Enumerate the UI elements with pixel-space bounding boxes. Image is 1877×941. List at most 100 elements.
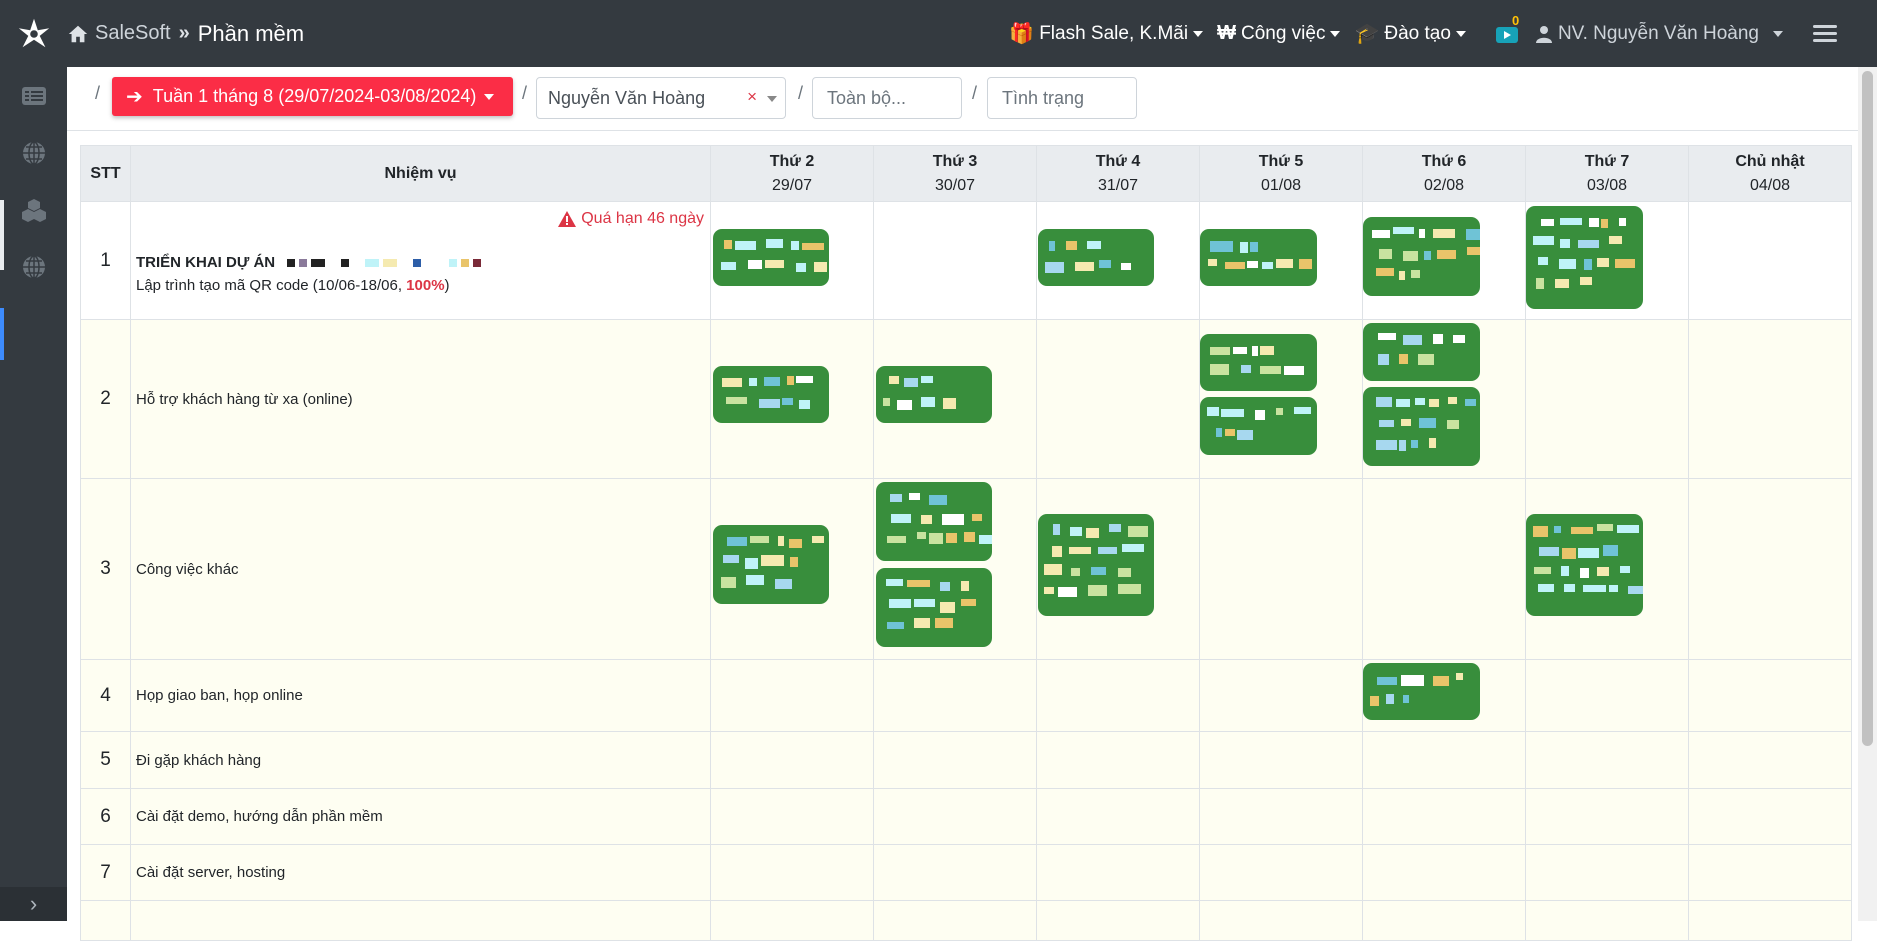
day-cell[interactable] [1199,478,1363,660]
day-cell[interactable] [1362,844,1526,901]
week-selector-button[interactable]: ➔ Tuần 1 tháng 8 (29/07/2024-03/08/2024) [112,77,513,116]
day-cell[interactable] [873,659,1037,732]
task-cell[interactable]: Hỗ trợ khách hàng từ xa (online) [130,319,711,479]
day-cell[interactable] [1362,478,1526,660]
redacted-pixel [1378,354,1390,366]
row-stt: 1 [80,201,131,320]
day-cell[interactable] [1199,788,1363,845]
task-card[interactable] [713,229,829,286]
user-menu[interactable]: NV. Nguyễn Văn Hoàng [1535,23,1783,45]
brand-name[interactable]: SaleSoft [95,22,171,44]
redacted-pixel [1410,440,1418,449]
task-card[interactable] [1526,514,1643,616]
day-cell[interactable] [710,844,874,901]
day-cell[interactable] [710,659,874,732]
task-card[interactable] [876,568,992,647]
task-cell[interactable]: Họp giao ban, họp online [130,659,711,732]
column-header-day: Thứ 5 01/08 [1199,145,1363,202]
week-selector-label: Tuần 1 tháng 8 (29/07/2024-03/08/2024) [152,86,477,106]
sidebar-collapse-button[interactable]: › [0,887,67,921]
day-cell[interactable] [1036,731,1200,789]
day-cell[interactable] [1688,201,1852,320]
day-cell[interactable] [1688,731,1852,789]
day-cell[interactable] [1036,319,1200,479]
menu-cong-viec[interactable]: ₩ Công việc [1217,22,1341,45]
day-cell[interactable] [1688,478,1852,660]
task-card[interactable] [1038,514,1154,616]
status-input[interactable] [987,77,1137,119]
home-icon[interactable] [67,23,89,45]
day-cell[interactable] [1525,731,1689,789]
task-card[interactable] [1200,397,1317,455]
day-cell[interactable] [873,201,1037,320]
redacted-pixel [1376,676,1397,685]
day-cell[interactable] [1688,844,1852,901]
day-cell[interactable] [1199,844,1363,901]
chevron-down-icon [484,93,495,100]
menu-dao-tao[interactable]: 🎓 Đào tạo [1354,21,1466,46]
redacted-pixel [723,239,732,249]
day-cell[interactable] [873,788,1037,845]
task-cell[interactable]: Đi gặp khách hàng [130,731,711,789]
day-cell[interactable] [873,844,1037,901]
day-cell[interactable] [1525,788,1689,845]
redacted-pixel [1533,526,1549,538]
scrollbar-thumb[interactable] [1862,71,1873,746]
task-card[interactable] [876,482,992,561]
clear-icon[interactable]: × [747,87,757,106]
day-cell[interactable] [1362,788,1526,845]
sidebar-item-globe[interactable] [0,124,67,181]
redacted-pixel [1098,546,1118,554]
redacted-pixel [1252,345,1259,356]
redacted-pixel [1066,240,1078,250]
day-cell[interactable] [1036,788,1200,845]
redacted-pixel [1090,567,1106,576]
day-cell[interactable] [710,731,874,789]
day-cell[interactable] [1036,659,1200,732]
day-cell[interactable] [873,731,1037,789]
task-cell[interactable]: Quá hạn 46 ngày TRIỂN KHAI DỰ ÁN Lập trì… [130,201,711,320]
notification-button[interactable]: 0 [1495,13,1522,45]
sidebar-item-globe-2[interactable] [0,238,67,295]
task-card[interactable] [1200,229,1317,286]
app-logo-icon[interactable] [0,0,67,67]
task-card[interactable] [713,366,829,423]
menu-flash-sale[interactable]: 🎁 Flash Sale, K.Mãi [1009,21,1204,46]
redacted-pixel [920,514,932,524]
day-cell[interactable] [1525,319,1689,479]
table-row: 4 Họp giao ban, họp online [80,659,1852,732]
day-cell[interactable] [1688,319,1852,479]
sidebar-item-list[interactable] [0,67,67,124]
task-card[interactable] [1363,663,1480,720]
scope-input[interactable] [812,77,962,119]
task-card[interactable] [1363,323,1480,381]
day-cell[interactable] [1199,731,1363,789]
top-navbar: SaleSoft » Phần mềm 🎁 Flash Sale, K.Mãi … [0,0,1877,67]
redacted-pixel [887,621,905,629]
day-cell[interactable] [1688,659,1852,732]
day-cell[interactable] [1525,844,1689,901]
task-card[interactable] [713,525,829,604]
employee-select[interactable]: Nguyễn Văn Hoàng × [536,77,786,119]
day-cell[interactable] [1199,659,1363,732]
task-card[interactable] [1363,217,1480,296]
day-cell[interactable] [1525,659,1689,732]
day-cell[interactable] [1362,731,1526,789]
redacted-pixel [1580,567,1590,578]
redacted-pixel [1619,217,1627,226]
task-card[interactable] [1200,334,1317,391]
task-card[interactable] [876,366,992,423]
sidebar-item-cubes[interactable] [0,181,67,238]
hamburger-menu-icon[interactable] [1813,21,1837,46]
task-cell[interactable]: Công việc khác [130,478,711,660]
redacted-pixel [1240,242,1249,254]
task-card[interactable] [1363,387,1480,466]
vertical-scrollbar[interactable] [1858,67,1877,921]
task-cell[interactable]: Cài đặt demo, hướng dẫn phần mềm [130,788,711,845]
task-cell[interactable]: Cài đặt server, hosting [130,844,711,901]
day-cell[interactable] [1688,788,1852,845]
day-cell[interactable] [1036,844,1200,901]
task-card[interactable] [1038,229,1154,286]
day-cell[interactable] [710,788,874,845]
task-card[interactable] [1526,206,1643,309]
